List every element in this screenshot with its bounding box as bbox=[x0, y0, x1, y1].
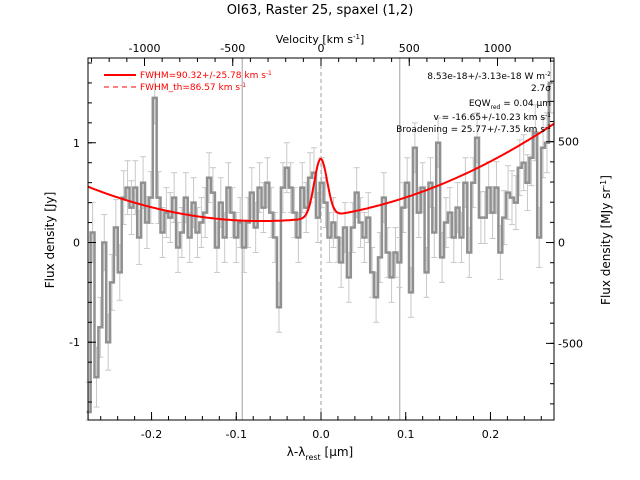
y-tick-label: 0 bbox=[73, 236, 80, 249]
fit-th-line bbox=[87, 123, 555, 222]
annotation-eqw: EQWred = 0.04 μm bbox=[469, 99, 551, 111]
annotations: 8.53e-18+/-3.13e-18 W m-2 2.7σ EQWred = … bbox=[396, 71, 551, 135]
axis-ticks: -0.2 -0.1 0.0 0.1 0.2 -1000 -500 0 500 1000 -1 0 1 -5… bbox=[69, 42, 583, 441]
x-tick-label: -0.2 bbox=[141, 428, 162, 441]
top-axis-label: Velocity [km s-1] bbox=[276, 33, 365, 46]
data-steps bbox=[86, 81, 553, 414]
top-tick-label: -1000 bbox=[129, 42, 161, 55]
legend-label-fit-th: FWHM_th=86.57 km s-1 bbox=[140, 82, 246, 93]
x-tick-label: 0.0 bbox=[312, 428, 330, 441]
right-tick-label: -500 bbox=[558, 337, 583, 350]
top-tick-label: 500 bbox=[399, 42, 420, 55]
annotation-sigma: 2.7σ bbox=[531, 84, 551, 94]
right-axis-label: Flux density [MJy sr-1] bbox=[599, 175, 613, 305]
x-axis-label: λ-λrest [μm] bbox=[287, 445, 353, 462]
y-axis-label: Flux density [Jy] bbox=[43, 192, 57, 289]
annotation-velocity: v = -16.65+/-10.23 km s-1 bbox=[433, 112, 551, 123]
x-tick-label: -0.1 bbox=[226, 428, 247, 441]
right-tick-label: 0 bbox=[558, 237, 565, 250]
x-tick-label: 0.1 bbox=[397, 428, 415, 441]
chart-title: OI63, Raster 25, spaxel (1,2) bbox=[227, 3, 414, 18]
right-tick-label: 500 bbox=[558, 136, 579, 149]
annotation-broadening: Broadening = 25.77+/-7.35 km s-1 bbox=[396, 124, 551, 135]
top-tick-label: 1000 bbox=[484, 42, 512, 55]
x-tick-label: 0.2 bbox=[482, 428, 500, 441]
top-tick-label: -500 bbox=[220, 42, 245, 55]
y-tick-label: 1 bbox=[73, 137, 80, 150]
y-tick-label: -1 bbox=[69, 336, 80, 349]
plot-area bbox=[85, 57, 555, 421]
legend: FWHM=90.32+/-25.78 km s-1 FWHM_th=86.57 … bbox=[104, 70, 272, 93]
top-tick-label: 0 bbox=[318, 42, 325, 55]
data-series bbox=[86, 81, 553, 414]
fit-series bbox=[87, 122, 555, 222]
annotation-flux: 8.53e-18+/-3.13e-18 W m-2 bbox=[427, 71, 551, 82]
legend-label-fit: FWHM=90.32+/-25.78 km s-1 bbox=[140, 70, 272, 81]
